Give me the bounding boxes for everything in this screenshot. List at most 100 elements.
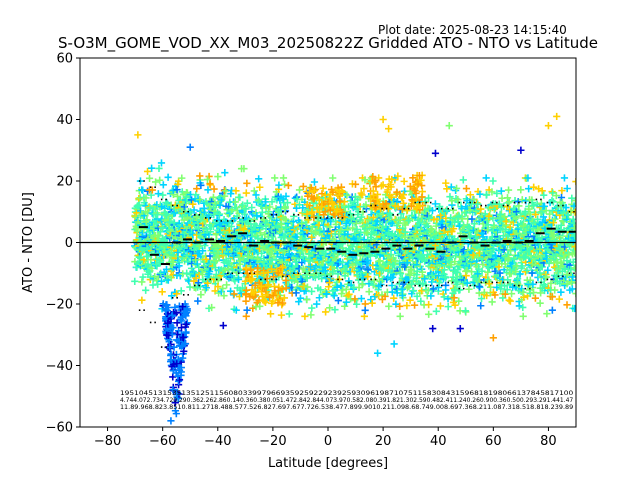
data-point (515, 202, 523, 210)
data-point (556, 279, 564, 287)
data-point (326, 194, 334, 202)
data-point (247, 266, 255, 274)
data-point (530, 183, 538, 191)
data-point (385, 125, 393, 133)
data-point (319, 184, 327, 192)
data-point (262, 204, 270, 212)
data-point (242, 312, 250, 320)
data-point (407, 202, 415, 210)
data-point (204, 186, 212, 194)
data-point (219, 284, 227, 292)
data-point (560, 174, 569, 182)
data-point (446, 193, 454, 201)
data-point (436, 243, 444, 251)
data-point (528, 260, 537, 268)
data-point (214, 173, 222, 181)
data-point (256, 302, 264, 310)
data-point (371, 176, 380, 184)
data-point (568, 194, 576, 202)
data-point (134, 131, 142, 139)
y-tick-label: −40 (46, 359, 73, 374)
data-point (353, 300, 361, 308)
data-point (346, 197, 355, 205)
data-point (314, 212, 322, 220)
data-point (154, 190, 162, 198)
data-point (512, 214, 520, 222)
data-point (131, 277, 139, 285)
data-point (219, 321, 227, 330)
data-point (138, 278, 146, 286)
data-point (315, 294, 324, 302)
data-point (372, 183, 380, 191)
data-point (538, 187, 546, 195)
data-point (393, 188, 401, 196)
data-point (242, 189, 250, 197)
data-point (370, 276, 379, 284)
data-point (182, 320, 190, 328)
data-point (358, 191, 366, 199)
data-point (269, 297, 277, 305)
data-point (364, 256, 372, 265)
data-point (563, 270, 571, 279)
data-point (551, 263, 559, 271)
data-point (307, 311, 315, 319)
data-point (424, 194, 433, 202)
data-point (507, 290, 516, 298)
data-point (180, 308, 188, 316)
data-point (418, 268, 426, 276)
data-point (134, 202, 142, 210)
data-point (491, 291, 499, 299)
data-point (346, 210, 354, 218)
data-point (322, 308, 330, 316)
data-point (456, 325, 464, 333)
data-point (167, 356, 175, 364)
data-point (240, 165, 248, 173)
data-point (428, 271, 436, 280)
data-point (179, 354, 187, 362)
y-tick-label: −60 (46, 421, 73, 436)
data-point (135, 194, 143, 203)
y-tick-label: 20 (56, 175, 73, 190)
data-point (208, 303, 216, 312)
data-point (383, 188, 391, 196)
data-point (462, 184, 471, 193)
data-point (436, 302, 445, 310)
data-point (548, 306, 556, 314)
data-point (463, 279, 471, 287)
data-point (482, 191, 490, 199)
data-point (175, 376, 184, 384)
data-point (266, 203, 274, 211)
data-point (257, 282, 265, 291)
data-point (549, 189, 557, 197)
data-point (524, 174, 532, 182)
data-point (157, 159, 166, 167)
data-point (157, 269, 165, 277)
data-point (551, 215, 559, 223)
data-point (407, 265, 415, 273)
data-point (474, 200, 482, 208)
data-point (298, 219, 306, 228)
data-point (321, 267, 330, 275)
data-point (554, 271, 562, 279)
data-point (563, 301, 571, 309)
data-point (385, 175, 393, 183)
data-point (318, 190, 326, 198)
data-point (171, 399, 179, 407)
data-point (242, 264, 250, 272)
data-point (478, 267, 486, 275)
data-point (315, 195, 323, 204)
x-tick-label: −80 (94, 434, 121, 449)
data-point (447, 261, 455, 269)
data-point (571, 304, 576, 313)
data-point (451, 301, 459, 309)
data-point (156, 176, 164, 184)
data-point (279, 174, 288, 182)
data-point (428, 206, 437, 215)
data-point (518, 285, 526, 293)
data-point (202, 255, 210, 264)
data-point (158, 215, 166, 223)
data-point (313, 204, 321, 212)
data-point (173, 319, 181, 327)
data-point (375, 271, 383, 279)
